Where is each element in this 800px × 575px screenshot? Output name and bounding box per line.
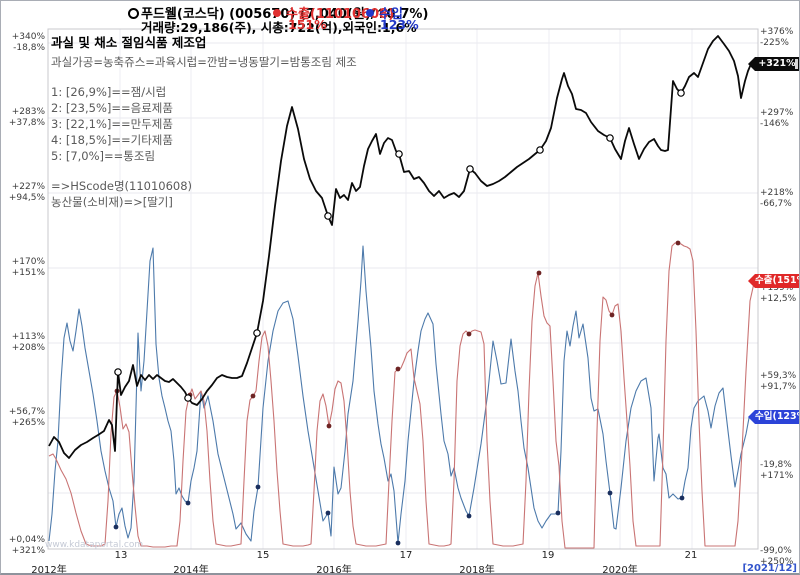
badge-arrow-icon xyxy=(748,410,755,424)
stock-current-badge: +321% xyxy=(748,57,799,71)
export-current-badge: 수출(151%) xyxy=(748,274,799,288)
axis-label-left: +0,04% +321% xyxy=(8,535,45,556)
export-legend-dot-icon xyxy=(273,9,281,17)
x-tick-label: 2012年 xyxy=(31,565,67,575)
plot-border xyxy=(47,28,759,550)
import-current-badge: 수입(123%) xyxy=(748,410,799,424)
import-january-marker xyxy=(679,495,685,501)
axis-label-left: +340% -18,8% xyxy=(11,32,45,53)
export-value: 151% xyxy=(288,17,327,32)
import-january-marker xyxy=(325,510,331,516)
stock-january-marker xyxy=(395,150,403,158)
import-january-marker xyxy=(466,513,472,519)
export-january-marker xyxy=(675,240,681,246)
current-date-label: [2021/12] xyxy=(742,563,797,574)
x-tick-label: 2016年 xyxy=(316,565,352,575)
axis-label-right: -19,8% +171% xyxy=(760,460,794,481)
industry-subtitle: 과실가공=농축쥬스=과육시럽=깐밤=냉동딸기=밤통조림 제조 xyxy=(51,55,357,69)
industry-composition-item: 5: [7,0%]==통조림 xyxy=(51,149,156,163)
badge-scroll-mark xyxy=(795,59,798,69)
axis-label-left: +170% +151% xyxy=(11,257,45,278)
axis-label-right: +59,3% +91,7% xyxy=(760,371,797,392)
x-tick-label: 17 xyxy=(399,550,413,561)
export-line xyxy=(48,242,758,549)
x-tick-label: 19 xyxy=(541,550,555,561)
export-january-marker xyxy=(609,312,615,318)
axis-label-left: +283% +37,8% xyxy=(8,107,45,128)
export-january-marker xyxy=(466,331,472,337)
x-tick-label: 2020年 xyxy=(602,565,638,575)
import-january-marker xyxy=(555,510,561,516)
axis-label-left: +113% +208% xyxy=(11,332,45,353)
axis-label-right: -99,0% +250% xyxy=(760,546,794,567)
stock-january-marker xyxy=(677,89,685,97)
import-january-marker xyxy=(607,490,613,496)
stock-january-marker xyxy=(606,134,614,142)
import-legend-dot-icon xyxy=(366,9,374,17)
axis-label-left: +56,7% +265% xyxy=(8,407,45,428)
industry-composition-item: 4: [18,5%]==기타제품 xyxy=(51,133,173,147)
axis-label-right: +376% -225% xyxy=(760,27,794,48)
import-january-marker xyxy=(255,484,261,490)
industry-title: 과실 및 채소 절임식품 제조업 xyxy=(51,35,207,50)
stock-january-marker xyxy=(536,146,544,154)
export-january-marker xyxy=(326,423,332,429)
import-january-marker xyxy=(113,524,119,530)
stock-january-marker xyxy=(324,212,332,220)
export-january-marker xyxy=(250,393,256,399)
x-tick-label: 13 xyxy=(114,550,128,561)
industry-composition-item: 1: [26,9%]==잼/시럽 xyxy=(51,85,167,99)
axis-label-left: +227% +94,5% xyxy=(8,182,45,203)
import-january-marker xyxy=(395,540,401,546)
import-value: 123% xyxy=(380,17,419,32)
x-tick-label: 21 xyxy=(684,550,698,561)
stock-january-marker xyxy=(114,368,122,376)
export-january-marker xyxy=(395,366,401,372)
x-tick-label: 2014年 xyxy=(173,565,209,575)
stock-stats: 거래량:29,186(주), 시총:722(억),외국인:1,6% xyxy=(141,20,417,35)
axis-label-right: +139% +12,5% xyxy=(760,283,797,304)
industry-composition-item: 2: [23,5%]==음료제품 xyxy=(51,101,173,115)
watermark: www.kdataportal.com xyxy=(45,540,144,550)
stock-january-marker xyxy=(184,394,192,402)
stock-january-marker xyxy=(253,329,261,337)
export-current-value: 수출(151%) xyxy=(755,275,799,286)
import-line xyxy=(48,245,758,544)
stock-legend-marker-icon xyxy=(128,8,139,19)
stock-january-marker xyxy=(466,165,474,173)
industry-composition-item: 3: [22,1%]==만두제품 xyxy=(51,117,173,131)
badge-arrow-icon xyxy=(748,57,755,71)
badge-arrow-icon xyxy=(748,274,755,288)
hscode-line: =>HScode명(11010608) xyxy=(51,179,193,193)
industry-composition-list: 1: [26,9%]==잼/시럽 2: [23,5%]==음료제품 3: [22,1… xyxy=(51,84,357,164)
import-current-value: 수입(123%) xyxy=(755,411,799,422)
x-tick-label: 2018年 xyxy=(459,565,495,575)
stock-current-value: +321% xyxy=(758,58,796,69)
product-line: 농산물(소비재)=>[딸기] xyxy=(51,195,173,209)
stock-line xyxy=(48,35,759,459)
import-january-marker xyxy=(185,500,191,506)
industry-info-box: 과실 및 채소 절임식품 제조업 과실가공=농축쥬스=과육시럽=깐밤=냉동딸기=… xyxy=(51,32,357,210)
import-legend: 수입 xyxy=(379,7,403,22)
stock-legend: 푸드웰(코스닥) (005670) (7,040(원)/↑0.7%) xyxy=(141,7,429,22)
export-january-marker xyxy=(536,270,542,276)
x-tick-label: 15 xyxy=(256,550,270,561)
axis-label-right: +218% -66,7% xyxy=(760,188,794,209)
axis-label-right: +297% -146% xyxy=(760,108,794,129)
